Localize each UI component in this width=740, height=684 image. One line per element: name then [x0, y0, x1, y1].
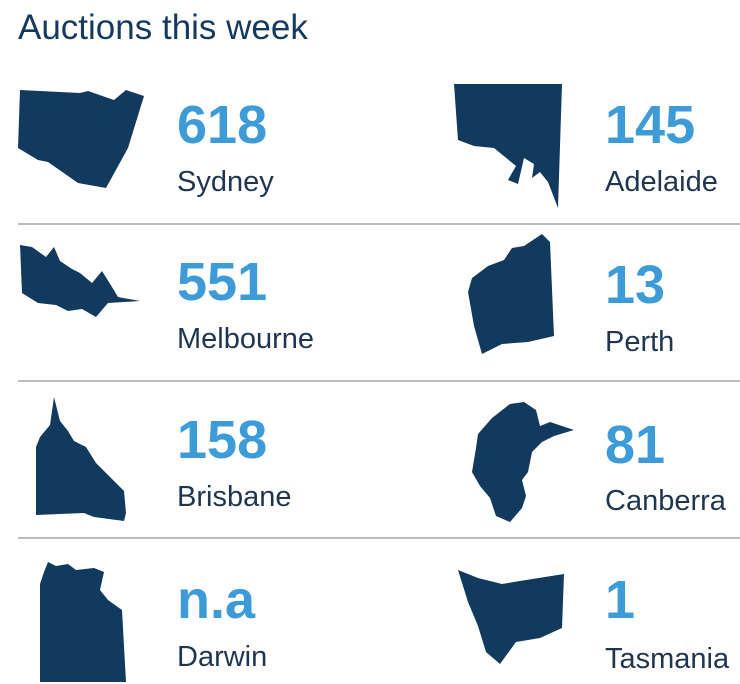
- auction-count: 145: [605, 95, 696, 155]
- row-divider: [18, 223, 740, 225]
- tas-state-map-icon: [456, 566, 566, 668]
- city-name: Sydney: [177, 166, 274, 198]
- auction-count: 81: [605, 415, 666, 475]
- vic-state-map-icon: [18, 243, 142, 319]
- auction-count: 618: [177, 95, 268, 155]
- qld-state-map-icon: [34, 395, 128, 522]
- city-name: Adelaide: [605, 166, 718, 198]
- city-name: Canberra: [605, 485, 726, 517]
- auction-count: 551: [177, 252, 268, 312]
- city-name: Brisbane: [177, 481, 292, 513]
- auction-count: 13: [605, 255, 666, 315]
- nsw-state-map-icon: [18, 88, 146, 190]
- city-name: Melbourne: [177, 323, 315, 355]
- auction-count: 158: [177, 410, 268, 470]
- nt-territory-map-icon: [38, 560, 128, 684]
- auction-count: 1: [605, 570, 636, 630]
- auction-count: n.a: [177, 570, 256, 630]
- row-divider: [18, 380, 740, 382]
- page-title: Auctions this week: [18, 8, 308, 47]
- city-name: Perth: [605, 326, 675, 358]
- sa-state-map-icon: [452, 82, 567, 210]
- city-name: Darwin: [177, 641, 268, 673]
- act-territory-map-icon: [470, 400, 576, 524]
- row-divider: [18, 537, 740, 539]
- city-name: Tasmania: [605, 643, 730, 675]
- wa-state-map-icon: [466, 232, 558, 356]
